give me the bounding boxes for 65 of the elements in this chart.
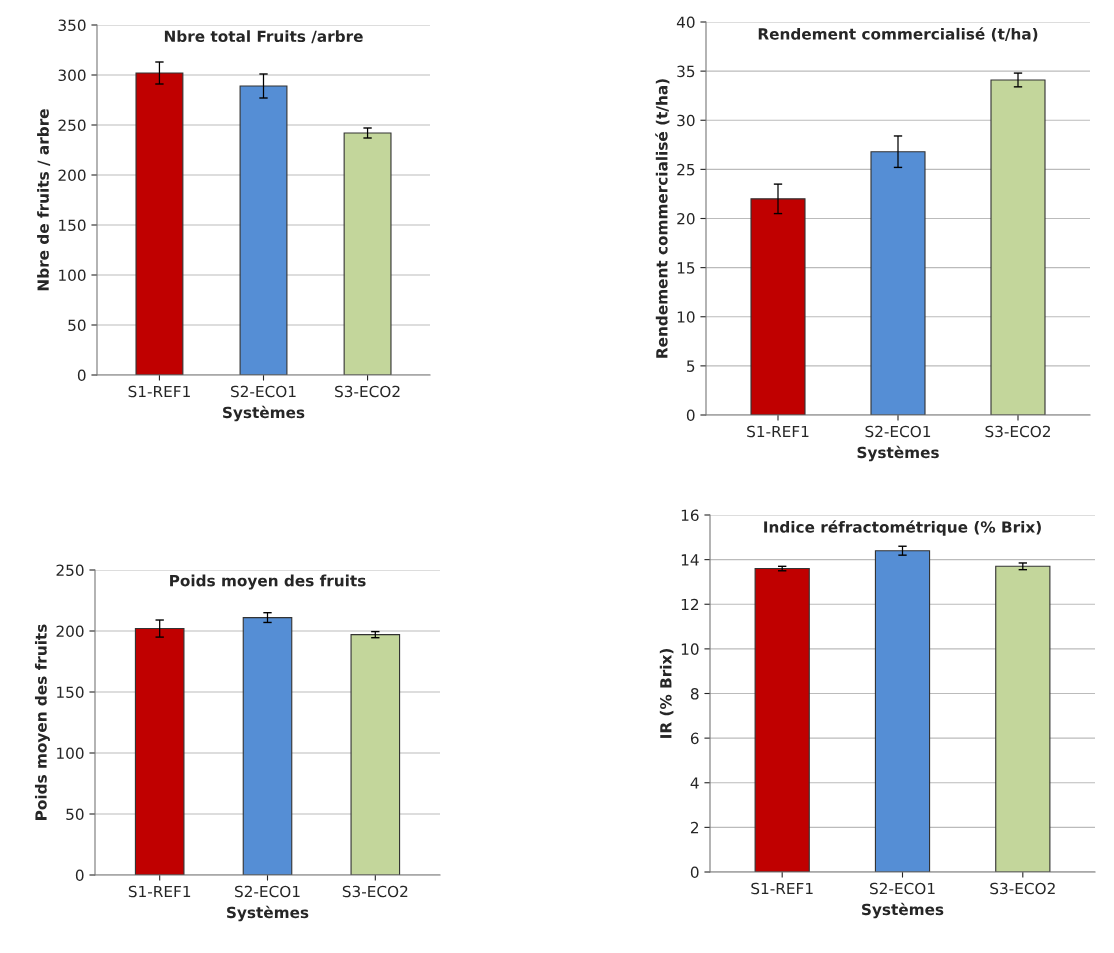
y-tick-label: 15 <box>677 262 695 274</box>
y-tick-label: 200 <box>56 625 84 638</box>
y-tick-label: 0 <box>690 866 699 879</box>
y-tick-label: 50 <box>68 319 86 332</box>
y-axis-title: Nbre de fruits / arbre <box>37 109 51 291</box>
x-tick-label: S1-REF1 <box>747 425 809 438</box>
y-tick-label: 150 <box>59 219 86 232</box>
chart-title: Rendement commercialisé (t/ha) <box>758 27 1038 42</box>
bar <box>343 132 392 375</box>
chart-title: Poids moyen des fruits <box>170 574 366 590</box>
y-tick-label: 0 <box>77 369 86 382</box>
y-tick-label: 300 <box>58 69 86 82</box>
y-axis-title: IR (% Brix) <box>659 649 674 738</box>
y-tick-label: 25 <box>677 163 695 176</box>
y-tick-label: 30 <box>677 114 695 127</box>
y-tick-label: 100 <box>57 747 84 760</box>
y-tick-label: 100 <box>59 269 86 282</box>
y-axis-title: Poids moyen des fruits <box>34 624 50 820</box>
x-tick-label: S3-ECO2 <box>335 385 400 398</box>
x-tick-label: S1-REF1 <box>751 882 813 895</box>
bar <box>870 151 926 415</box>
y-tick-label: 250 <box>58 119 86 132</box>
y-tick-label: 40 <box>676 16 695 29</box>
x-tick-label: S1-REF1 <box>128 885 191 898</box>
bar <box>750 198 806 415</box>
y-tick-label: 5 <box>687 360 695 372</box>
x-tick-label: S3-ECO2 <box>985 425 1050 438</box>
y-tick-label: 200 <box>58 169 86 182</box>
y-tick-label: 0 <box>75 869 84 882</box>
y-tick-label: 6 <box>690 732 699 745</box>
bar <box>350 634 401 875</box>
x-tick-label: S3-ECO2 <box>342 885 408 898</box>
x-tick-label: S2-ECO1 <box>870 882 935 895</box>
y-tick-label: 250 <box>56 564 84 577</box>
y-tick-label: 10 <box>681 643 699 655</box>
x-tick-label: S3-ECO2 <box>990 882 1055 895</box>
x-axis-title: Systèmes <box>862 902 944 919</box>
bar <box>239 85 288 375</box>
y-tick-label: 8 <box>690 687 699 700</box>
bar <box>242 617 293 875</box>
y-tick-label: 35 <box>677 65 695 78</box>
y-tick-label: 12 <box>681 598 699 611</box>
y-tick-label: 4 <box>690 777 699 789</box>
y-tick-label: 20 <box>677 212 695 225</box>
x-tick-label: S2-ECO1 <box>231 385 296 398</box>
y-axis-title: Rendement commercialisé (t/ha) <box>655 79 670 358</box>
y-tick-label: 150 <box>57 686 84 699</box>
x-tick-label: S2-ECO1 <box>235 885 300 898</box>
bar <box>134 628 185 875</box>
y-tick-label: 16 <box>681 509 699 522</box>
x-axis-title: Systèmes <box>857 445 939 462</box>
y-tick-label: 10 <box>677 311 695 323</box>
chart-title: Nbre total Fruits /arbre <box>164 30 363 44</box>
x-tick-label: S1-REF1 <box>128 385 190 398</box>
bar <box>990 79 1046 415</box>
y-tick-label: 2 <box>690 821 699 834</box>
bar <box>135 72 184 375</box>
x-axis-title: Systèmes <box>227 905 309 922</box>
chart-title: Indice réfractométrique (% Brix) <box>764 520 1041 536</box>
y-tick-label: 350 <box>58 19 86 32</box>
y-tick-label: 0 <box>686 409 695 422</box>
y-tick-label: 14 <box>681 554 699 566</box>
x-axis-title: Systèmes <box>223 405 305 422</box>
y-tick-label: 50 <box>66 808 84 821</box>
x-tick-label: S2-ECO1 <box>865 425 931 438</box>
